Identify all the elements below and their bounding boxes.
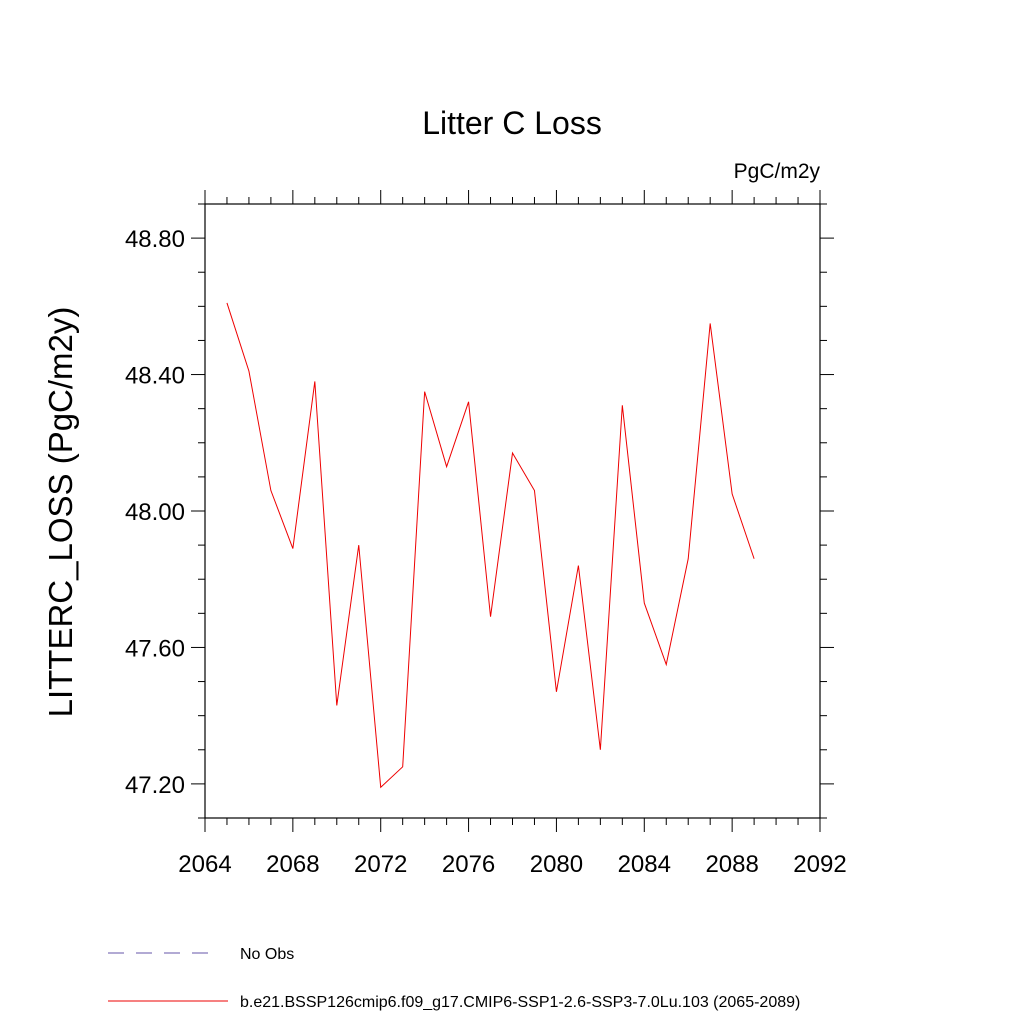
legend-label-model: b.e21.BSSP126cmip6.f09_g17.CMIP6-SSP1-2.… — [240, 994, 800, 1011]
legend-label-no-obs: No Obs — [240, 946, 294, 963]
x-tick-label: 2080 — [530, 851, 583, 878]
units-label: PgC/m2y — [734, 160, 821, 183]
chart-title: Litter C Loss — [422, 105, 602, 141]
y-tick-label: 48.40 — [125, 363, 185, 390]
series-line — [226, 302, 755, 789]
axis-ticks — [191, 190, 834, 832]
x-tick-label: 2072 — [354, 851, 407, 878]
plot-frame — [204, 203, 821, 819]
x-tick-label: 2068 — [266, 851, 319, 878]
axis-tick-labels: 2064 2068 2072 2076 2080 2084 2088 2092 47.20 47.… — [125, 226, 847, 878]
x-tick-label: 2088 — [705, 851, 758, 878]
y-axis-label: LITTERC_LOSS (PgC/m2y) — [42, 307, 79, 718]
legend: No Obs b.e21.BSSP126cmip6.f09_g17.CMIP6-… — [108, 946, 800, 1011]
y-tick-label: 48.80 — [125, 226, 185, 253]
series-layer — [226, 302, 755, 789]
x-tick-label: 2076 — [442, 851, 495, 878]
x-tick-label: 2064 — [178, 851, 231, 878]
x-tick-label: 2092 — [793, 851, 846, 878]
y-tick-label: 48.00 — [125, 499, 185, 526]
x-tick-label: 2084 — [618, 851, 671, 878]
y-tick-label: 47.20 — [125, 772, 185, 799]
y-tick-label: 47.60 — [125, 635, 185, 662]
